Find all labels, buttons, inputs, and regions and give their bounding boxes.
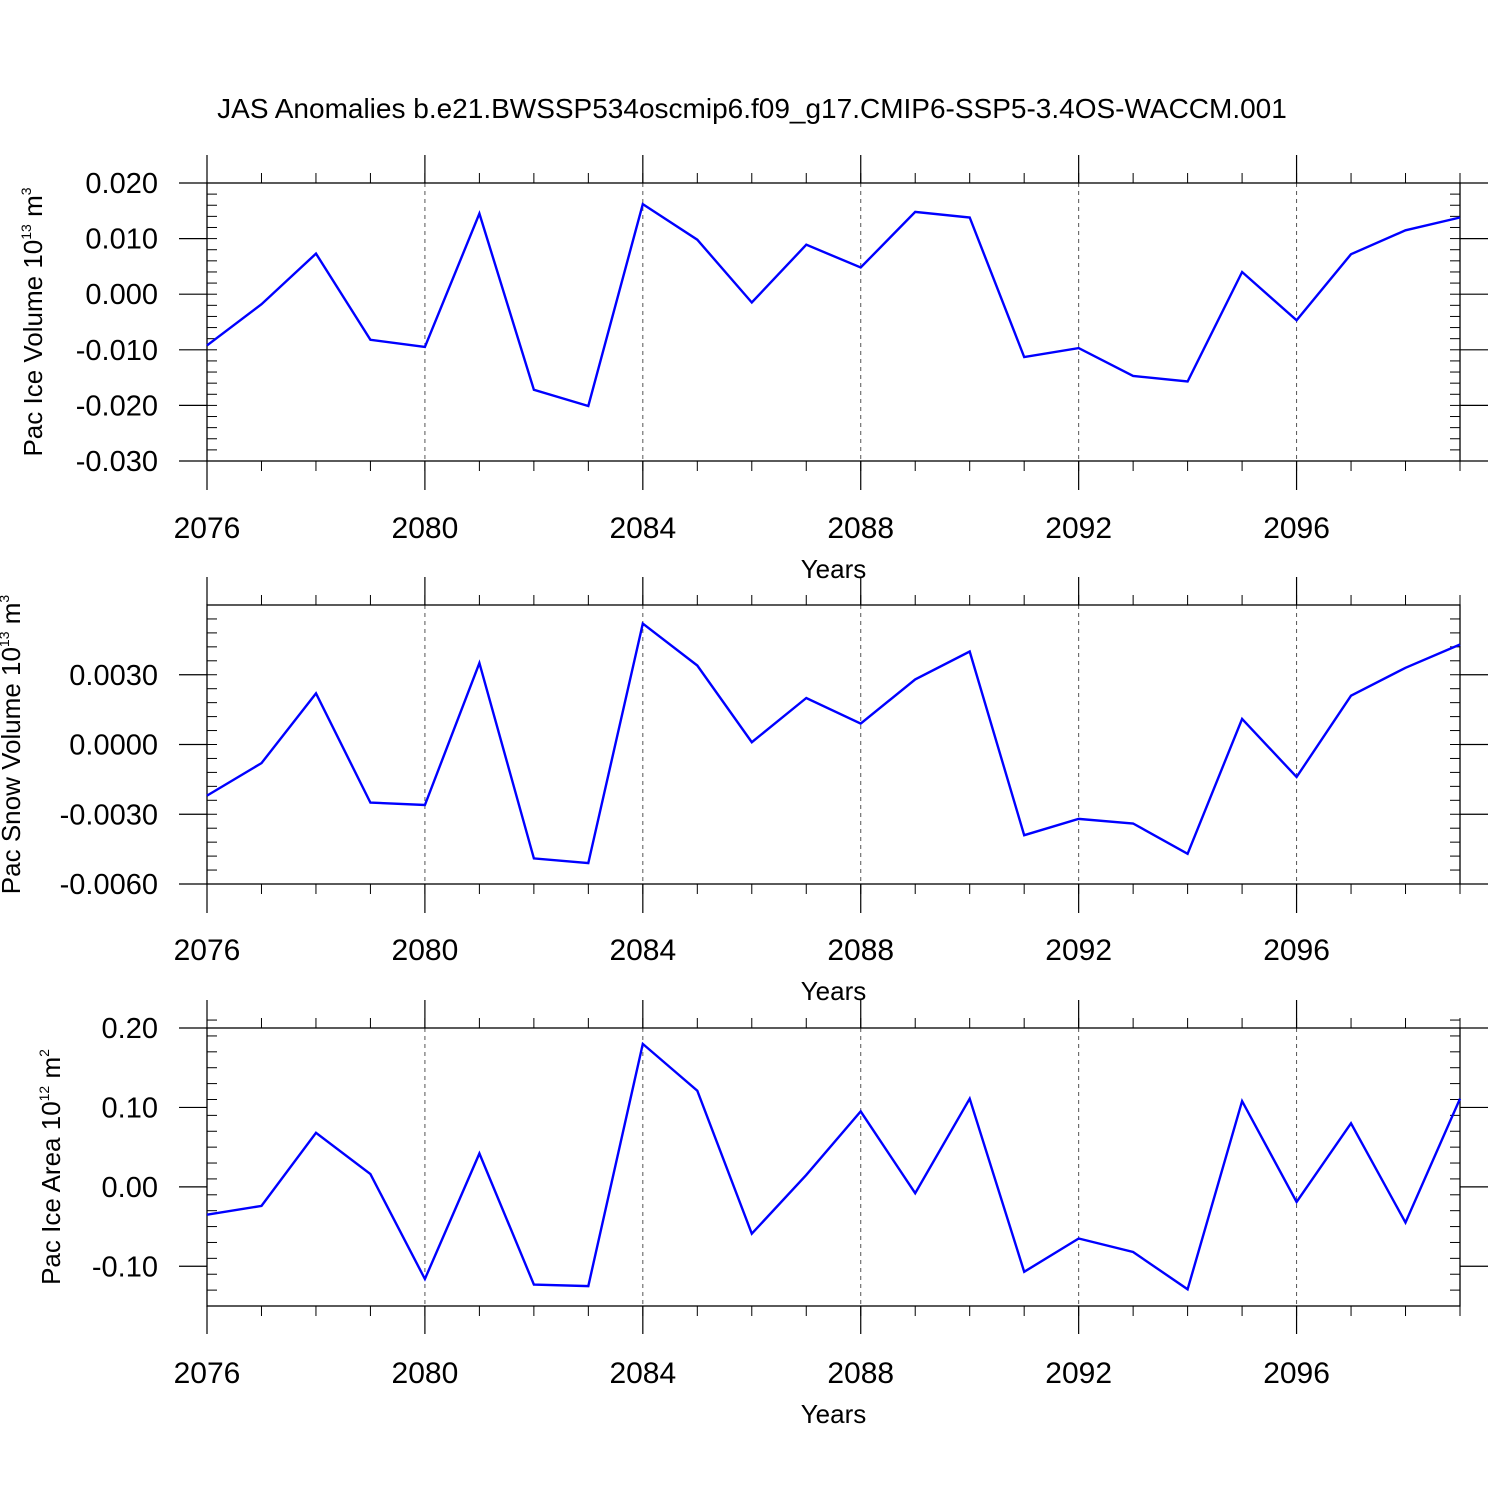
x-tick-label: 2088 [827,1357,894,1390]
y-axis-title: Pac Ice Area 1012 m2 [36,1049,66,1285]
y-tick-label: -0.0060 [60,869,158,901]
y-axis-title-exponent: 12 [36,1086,52,1102]
x-tick-label: 2092 [1045,1357,1112,1390]
chart-panel-3: -0.10 0.00 0.10 0.20 2076 2080 2084 2088 2092 209… [36,1000,1488,1429]
y-axis-title-base: Pac Ice Area 10 [36,1101,66,1285]
y-tick-label: 0.00 [102,1172,158,1204]
y-tick-label: -0.0030 [60,799,158,831]
y-axis-title-unit-exponent: 3 [18,187,34,195]
x-tick-label: 2080 [392,934,459,967]
x-tick-label: 2084 [609,1357,676,1390]
series-line [206,1041,1462,1292]
y-tick-label: 0.010 [85,224,158,256]
y-axis-title-unit-exponent: 2 [36,1049,52,1057]
x-tick-label: 2076 [174,934,241,967]
y-axis-title-unit: m [18,195,48,224]
x-axis-title: Years [801,976,867,1006]
y-axis-title-exponent: 13 [0,631,12,647]
x-tick-label: 2088 [827,512,894,545]
y-tick-label: 0.0000 [69,730,158,762]
y-axis-title-unit-exponent: 3 [0,595,12,603]
x-tick-label: 2076 [174,512,241,545]
x-tick-label: 2096 [1263,1357,1330,1390]
x-tick-label: 2080 [392,512,459,545]
plot-frame [206,604,1461,885]
chart-panel-1: -0.030 -0.020 -0.010 0.000 0.010 0.020 2076 208… [18,155,1488,584]
y-tick-label: 0.000 [85,279,158,311]
y-axis-title: Pac Ice Volume 1013 m3 [18,187,48,456]
x-tick-label: 2096 [1263,934,1330,967]
y-tick-label: -0.020 [76,390,158,422]
y-tick-label: 0.20 [102,1013,158,1045]
y-axis-title-base: Pac Snow Volume 10 [0,647,26,894]
x-tick-label: 2084 [609,934,676,967]
y-axis-title: Pac Snow Volume 1013 m3 [0,595,26,895]
y-axis-title-exponent: 13 [18,224,34,240]
chart-panels: -0.030 -0.020 -0.010 0.000 0.010 0.020 2076 208… [0,155,1488,1429]
plot-frame [206,182,1461,462]
x-axis-title: Years [801,1399,867,1429]
plot-frame [206,1027,1461,1307]
y-axis-title-unit: m [36,1057,66,1086]
figure-title: JAS Anomalies b.e21.BWSSP534oscmip6.f09_… [217,93,1287,124]
y-tick-label: 0.020 [85,168,158,200]
x-tick-label: 2092 [1045,512,1112,545]
y-tick-label: -0.10 [92,1251,158,1283]
y-tick-label: -0.010 [76,335,158,367]
x-tick-label: 2096 [1263,512,1330,545]
y-axis-title-base: Pac Ice Volume 10 [18,240,48,457]
y-tick-label: -0.030 [76,446,158,478]
y-axis-title-unit: m [0,603,26,632]
x-tick-label: 2092 [1045,934,1112,967]
y-tick-label: 0.0030 [69,660,158,692]
x-axis-title: Years [801,554,867,584]
x-tick-label: 2084 [609,512,676,545]
y-tick-label: 0.10 [102,1092,158,1124]
x-tick-label: 2080 [392,1357,459,1390]
series-line [206,202,1461,408]
series-line [206,621,1461,865]
x-tick-label: 2076 [174,1357,241,1390]
chart-panel-2: -0.0060 -0.0030 0.0000 0.0030 2076 2080 2084 20… [0,577,1488,1006]
x-tick-label: 2088 [827,934,894,967]
